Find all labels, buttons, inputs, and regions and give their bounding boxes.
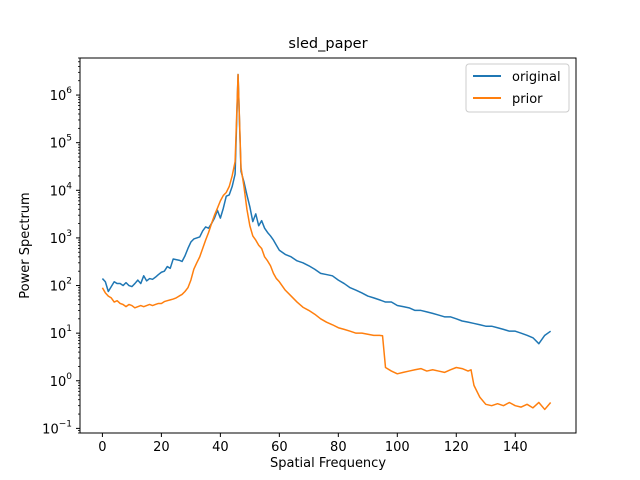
legend-label-prior: prior bbox=[512, 92, 543, 107]
y-tick-label: 105 bbox=[50, 134, 72, 152]
y-tick-label: 101 bbox=[50, 324, 72, 342]
plot-area bbox=[101, 73, 552, 411]
x-tick-label: 120 bbox=[444, 440, 469, 455]
x-axis: 0 20 40 60 80 100 120 140 bbox=[98, 433, 528, 455]
x-tick-label: 60 bbox=[271, 440, 288, 455]
x-axis-label: Spatial Frequency bbox=[270, 456, 386, 471]
legend: original prior bbox=[465, 63, 570, 113]
y-axis: 10−1 100 101 102 103 104 105 106 bbox=[42, 57, 80, 437]
y-tick-label: 106 bbox=[50, 86, 73, 104]
x-tick-label: 100 bbox=[385, 440, 410, 455]
x-tick-label: 40 bbox=[212, 440, 229, 455]
x-tick-label: 20 bbox=[153, 440, 170, 455]
x-tick-label: 140 bbox=[503, 440, 528, 455]
legend-label-original: original bbox=[512, 70, 561, 85]
y-tick-label: 10−1 bbox=[42, 419, 72, 437]
y-tick-label: 102 bbox=[50, 277, 72, 295]
y-tick-label: 104 bbox=[50, 181, 73, 199]
y-tick-label: 103 bbox=[50, 229, 72, 247]
y-tick-label: 100 bbox=[50, 372, 73, 390]
x-tick-label: 0 bbox=[98, 440, 106, 455]
series-line-prior bbox=[101, 73, 552, 411]
y-axis-label: Power Spectrum bbox=[18, 192, 33, 298]
chart-title: sled_paper bbox=[288, 36, 367, 52]
x-tick-label: 80 bbox=[330, 440, 347, 455]
series-line-original bbox=[101, 73, 552, 345]
